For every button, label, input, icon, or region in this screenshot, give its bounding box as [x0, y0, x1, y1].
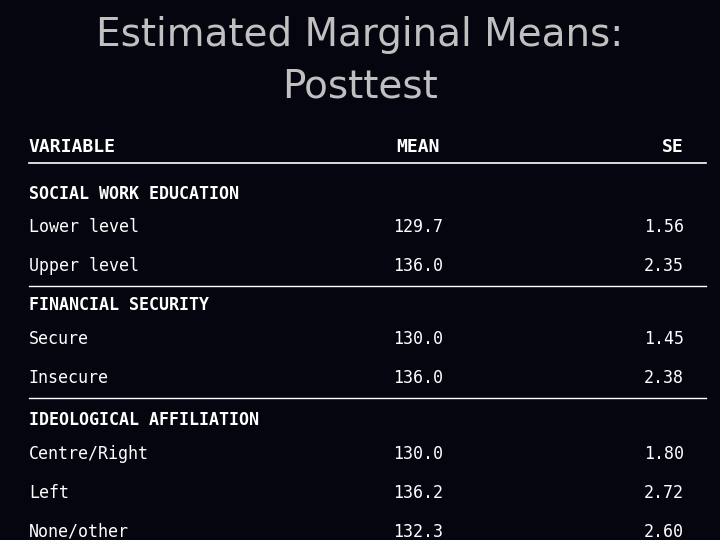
Text: Secure: Secure [29, 330, 89, 348]
Text: 1.56: 1.56 [644, 218, 684, 237]
Text: Posttest: Posttest [282, 68, 438, 106]
Text: 1.45: 1.45 [644, 330, 684, 348]
Text: 2.60: 2.60 [644, 523, 684, 540]
Text: 136.0: 136.0 [392, 258, 443, 275]
Text: Upper level: Upper level [29, 258, 139, 275]
Text: 136.2: 136.2 [392, 483, 443, 502]
Text: 1.80: 1.80 [644, 444, 684, 463]
Text: Estimated Marginal Means:: Estimated Marginal Means: [96, 16, 624, 53]
Text: SOCIAL WORK EDUCATION: SOCIAL WORK EDUCATION [29, 185, 239, 202]
Text: SE: SE [662, 138, 684, 156]
Text: 132.3: 132.3 [392, 523, 443, 540]
Text: 2.38: 2.38 [644, 369, 684, 387]
Text: 2.35: 2.35 [644, 258, 684, 275]
Text: Insecure: Insecure [29, 369, 109, 387]
Text: 136.0: 136.0 [392, 369, 443, 387]
Text: Lower level: Lower level [29, 218, 139, 237]
Text: 130.0: 130.0 [392, 330, 443, 348]
Text: Left: Left [29, 483, 69, 502]
Text: 2.72: 2.72 [644, 483, 684, 502]
Text: IDEOLOGICAL AFFILIATION: IDEOLOGICAL AFFILIATION [29, 411, 258, 429]
Text: FINANCIAL SECURITY: FINANCIAL SECURITY [29, 296, 209, 314]
Text: VARIABLE: VARIABLE [29, 138, 116, 156]
Text: Centre/Right: Centre/Right [29, 444, 149, 463]
Text: None/other: None/other [29, 523, 129, 540]
Text: 130.0: 130.0 [392, 444, 443, 463]
Text: MEAN: MEAN [396, 138, 439, 156]
Text: 129.7: 129.7 [392, 218, 443, 237]
